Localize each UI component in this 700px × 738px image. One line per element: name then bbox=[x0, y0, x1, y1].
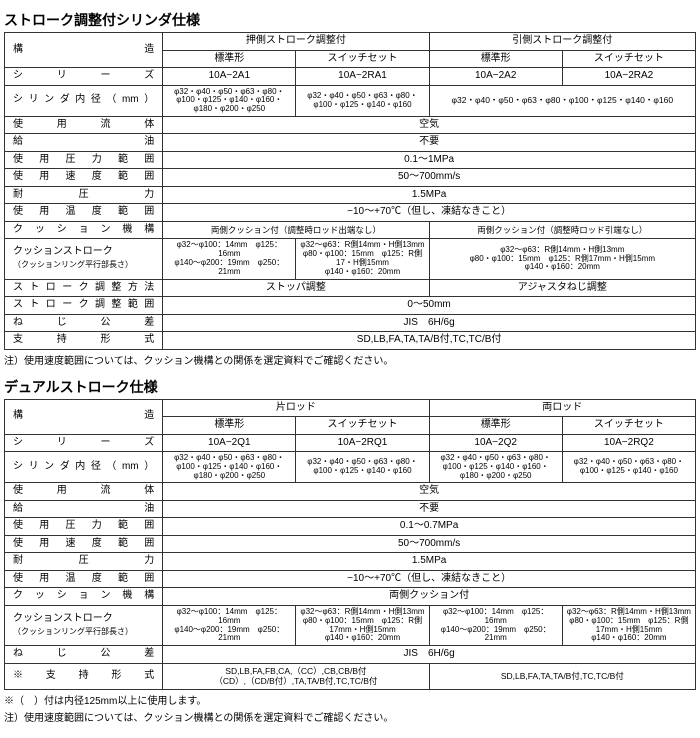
row-temp-label: 使 用 温 度 範 囲 bbox=[5, 204, 163, 222]
support-cell: SD,LB,FA,FB,CA,（CC）,CB,CB/B付（CD）,（CD/B付）… bbox=[163, 663, 429, 689]
bore-cell: φ32・φ40・φ50・φ63・φ80・φ100・φ125・φ140・φ160 bbox=[296, 85, 429, 116]
lube-cell: 不要 bbox=[163, 500, 696, 518]
proof-cell: 1.5MPa bbox=[163, 553, 696, 571]
cushion-cell: 両側クッション付（調整時ロッド出端なし） bbox=[163, 221, 429, 239]
support-cell: SD,LB,FA,TA,TA/B付,TC,TC/B付 bbox=[163, 332, 696, 350]
speed-cell: 50〜700mm/s bbox=[163, 169, 696, 187]
row-thread-label: ね じ 公 差 bbox=[5, 314, 163, 332]
header-push-side: 押側ストローク調整付 bbox=[163, 33, 429, 51]
section-title-2: デュアルストローク仕様 bbox=[4, 377, 696, 397]
header-single-rod: 片ロッド bbox=[163, 399, 429, 417]
bore-cell: φ32・φ40・φ50・φ63・φ80・φ100・φ125・φ140・φ160・… bbox=[163, 85, 296, 116]
lube-cell: 不要 bbox=[163, 134, 696, 152]
support-cell: SD,LB,FA,TA,TA/B付,TC,TC/B付 bbox=[429, 663, 695, 689]
header-switch: スイッチセット bbox=[562, 417, 695, 435]
row-cushion-label: ク ッ シ ョ ン 機 構 bbox=[5, 588, 163, 606]
cushion-stroke-label-1: クッションストローク bbox=[13, 246, 113, 257]
row-bore-label: シリンダ内径（mm） bbox=[5, 85, 163, 116]
table2-note-2: 注）使用速度範囲については、クッション機構との関係を選定資料でご確認ください。 bbox=[4, 709, 696, 724]
row-bore-label: シリンダ内径（mm） bbox=[5, 452, 163, 483]
bore-cell: φ32・φ40・φ50・φ63・φ80・φ100・φ125・φ140・φ160 bbox=[562, 452, 695, 483]
header-double-rod: 両ロッド bbox=[429, 399, 695, 417]
row-cushion-stroke-label: クッションストローク （クッションリング平行部長さ） bbox=[5, 239, 163, 279]
cushion-stroke-cell: φ32〜φ100：14mm φ125：16mmφ140〜φ200：19mm φ2… bbox=[163, 239, 296, 279]
range-cell: 0〜50mm bbox=[163, 297, 696, 315]
row-speed-label: 使 用 速 度 範 囲 bbox=[5, 169, 163, 187]
header-pull-side: 引側ストローク調整付 bbox=[429, 33, 695, 51]
fluid-cell: 空気 bbox=[163, 483, 696, 501]
section-title-1: ストローク調整付シリンダ仕様 bbox=[4, 10, 696, 30]
adjust-cell: アジャスタねじ調整 bbox=[429, 279, 695, 297]
fluid-cell: 空気 bbox=[163, 116, 696, 134]
row-fluid-label: 使 用 流 体 bbox=[5, 483, 163, 501]
row-support-label: ※ 支 持 形 式 bbox=[5, 663, 163, 689]
row-speed-label: 使 用 速 度 範 囲 bbox=[5, 535, 163, 553]
series-cell: 10A−2RQ2 bbox=[562, 434, 695, 452]
cushion-stroke-cell: φ32〜φ63：R側14mm・H側13mmφ80・φ100：15mm φ125：… bbox=[296, 239, 429, 279]
header-std: 標準形 bbox=[163, 417, 296, 435]
series-cell: 10A−2RA2 bbox=[562, 68, 695, 86]
row-series-label: シ リ ー ズ bbox=[5, 434, 163, 452]
header-structure: 構 造 bbox=[5, 399, 163, 434]
series-cell: 10A−2RQ1 bbox=[296, 434, 429, 452]
series-cell: 10A−2RA1 bbox=[296, 68, 429, 86]
cushion-cell: 両側クッション付（調整時ロッド引端なし） bbox=[429, 221, 695, 239]
header-switch: スイッチセット bbox=[562, 50, 695, 68]
spec-table-2: 構 造 片ロッド 両ロッド 標準形 スイッチセット 標準形 スイッチセット シ … bbox=[4, 399, 696, 690]
row-lube-label: 給 油 bbox=[5, 134, 163, 152]
adjust-cell: ストッパ調整 bbox=[163, 279, 429, 297]
row-cushion-label: ク ッ シ ョ ン 機 構 bbox=[5, 221, 163, 239]
thread-cell: JIS 6H/6g bbox=[163, 314, 696, 332]
temp-cell: −10〜+70℃（但し、凍結なきこと） bbox=[163, 204, 696, 222]
row-support-label: 支 持 形 式 bbox=[5, 332, 163, 350]
cushion-cell: 両側クッション付 bbox=[163, 588, 696, 606]
row-series-label: シ リ ー ズ bbox=[5, 68, 163, 86]
proof-cell: 1.5MPa bbox=[163, 186, 696, 204]
row-proof-label: 耐 圧 力 bbox=[5, 186, 163, 204]
row-press-label: 使 用 圧 力 範 囲 bbox=[5, 518, 163, 536]
speed-cell: 50〜700mm/s bbox=[163, 535, 696, 553]
table2-note-1: ※（ ）付は内径125mm以上に使用します。 bbox=[4, 692, 696, 707]
series-cell: 10A−2Q1 bbox=[163, 434, 296, 452]
spec-table-1: 構 造 押側ストローク調整付 引側ストローク調整付 標準形 スイッチセット 標準… bbox=[4, 32, 696, 350]
cushion-stroke-label-2: （クッションリング平行部長さ） bbox=[13, 627, 133, 636]
temp-cell: −10〜+70℃（但し、凍結なきこと） bbox=[163, 570, 696, 588]
header-switch: スイッチセット bbox=[296, 417, 429, 435]
row-press-label: 使 用 圧 力 範 囲 bbox=[5, 151, 163, 169]
series-cell: 10A−2A1 bbox=[163, 68, 296, 86]
row-fluid-label: 使 用 流 体 bbox=[5, 116, 163, 134]
press-cell: 0.1〜0.7MPa bbox=[163, 518, 696, 536]
row-lube-label: 給 油 bbox=[5, 500, 163, 518]
thread-cell: JIS 6H/6g bbox=[163, 646, 696, 664]
cushion-stroke-cell: φ32〜φ63：R側14mm・H側13mmφ80・φ100：15mm φ125：… bbox=[562, 605, 695, 645]
header-std: 標準形 bbox=[429, 417, 562, 435]
cushion-stroke-cell: φ32〜φ100：14mm φ125：16mmφ140〜φ200：19mm φ2… bbox=[429, 605, 562, 645]
bore-cell: φ32・φ40・φ50・φ63・φ80・φ100・φ125・φ140・φ160・… bbox=[163, 452, 296, 483]
press-cell: 0.1〜1MPa bbox=[163, 151, 696, 169]
header-switch: スイッチセット bbox=[296, 50, 429, 68]
series-cell: 10A−2Q2 bbox=[429, 434, 562, 452]
bore-cell: φ32・φ40・φ50・φ63・φ80・φ100・φ125・φ140・φ160 bbox=[429, 85, 695, 116]
header-structure: 構 造 bbox=[5, 33, 163, 68]
cushion-stroke-cell: φ32〜φ100：14mm φ125：16mmφ140〜φ200：19mm φ2… bbox=[163, 605, 296, 645]
cushion-stroke-label-2: （クッションリング平行部長さ） bbox=[13, 260, 133, 269]
bore-cell: φ32・φ40・φ50・φ63・φ80・φ100・φ125・φ140・φ160 bbox=[296, 452, 429, 483]
row-range-label: ストローク調整範囲 bbox=[5, 297, 163, 315]
table1-note: 注）使用速度範囲については、クッション機構との関係を選定資料でご確認ください。 bbox=[4, 352, 696, 367]
row-proof-label: 耐 圧 力 bbox=[5, 553, 163, 571]
cushion-stroke-cell: φ32〜φ63：R側14mm・H側13mmφ80・φ100：15mm φ125：… bbox=[429, 239, 695, 279]
series-cell: 10A−2A2 bbox=[429, 68, 562, 86]
header-std: 標準形 bbox=[163, 50, 296, 68]
row-cushion-stroke-label: クッションストローク （クッションリング平行部長さ） bbox=[5, 605, 163, 645]
row-thread-label: ね じ 公 差 bbox=[5, 646, 163, 664]
row-temp-label: 使 用 温 度 範 囲 bbox=[5, 570, 163, 588]
header-std: 標準形 bbox=[429, 50, 562, 68]
row-adjust-label: ストローク調整方法 bbox=[5, 279, 163, 297]
cushion-stroke-label-1: クッションストローク bbox=[13, 613, 113, 624]
bore-cell: φ32・φ40・φ50・φ63・φ80・φ100・φ125・φ140・φ160・… bbox=[429, 452, 562, 483]
cushion-stroke-cell: φ32〜φ63：R側14mm・H側13mmφ80・φ100：15mm φ125：… bbox=[296, 605, 429, 645]
